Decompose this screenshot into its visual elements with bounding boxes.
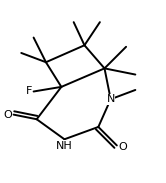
Text: N: N xyxy=(106,94,115,104)
Text: O: O xyxy=(118,142,127,152)
Text: NH: NH xyxy=(56,141,73,151)
Text: O: O xyxy=(3,110,12,120)
Text: F: F xyxy=(26,87,32,96)
